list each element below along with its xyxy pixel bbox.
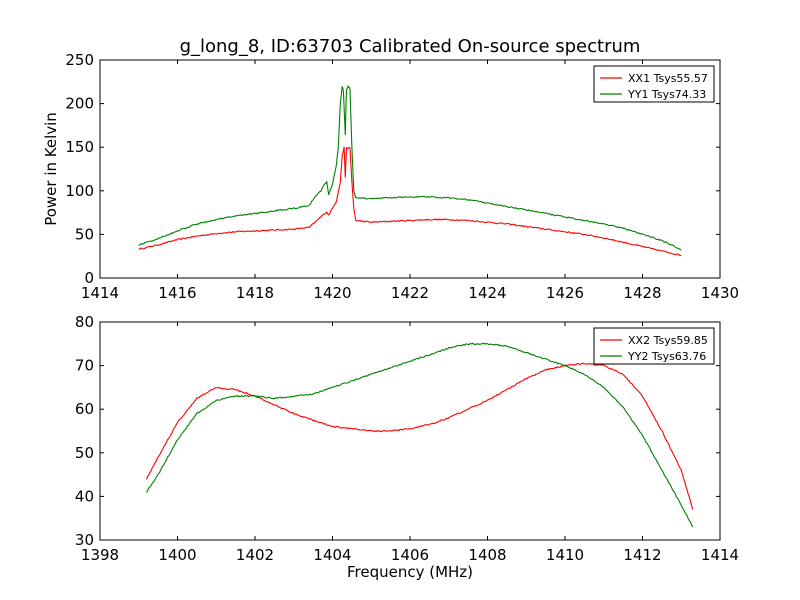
legend-label: YY1 Tsys74.33 [627, 88, 706, 101]
y-tick-label: 250 [65, 51, 94, 69]
x-tick-label: 1410 [546, 546, 584, 564]
x-tick-label: 1426 [546, 284, 584, 302]
legend: XX2 Tsys59.85 YY2 Tsys63.76 [593, 327, 715, 365]
legend-box [593, 65, 715, 103]
series-line-1 [138, 85, 682, 251]
y-axis-label: Power in Kelvin [42, 112, 60, 226]
y-tick-label: 200 [65, 95, 94, 113]
x-tick-label: 1422 [391, 284, 429, 302]
legend: XX1 Tsys55.57 YY1 Tsys74.33 [593, 65, 715, 103]
x-tick-label: 1400 [158, 546, 196, 564]
x-tick-label: 1406 [391, 546, 429, 564]
legend-box [593, 327, 715, 365]
series-line-0 [138, 146, 682, 257]
x-tick-label: 1414 [701, 546, 739, 564]
y-tick-label: 60 [75, 400, 94, 418]
series-line-0 [145, 362, 694, 510]
legend-label: XX1 Tsys55.57 [628, 72, 708, 85]
y-tick-label: 150 [65, 138, 94, 156]
x-tick-label: 1420 [313, 284, 351, 302]
x-tick-label: 1418 [236, 284, 274, 302]
series-line-1 [146, 342, 694, 528]
x-tick-label: 1424 [468, 284, 506, 302]
x-tick-label: 1412 [623, 546, 661, 564]
x-tick-label: 1416 [158, 284, 196, 302]
upper-subplot: 1414 1416 1418 1420 1422 1424 1426 1428 1430 0 50 1… [42, 36, 739, 302]
y-tick-label: 80 [75, 313, 94, 331]
y-tick-label: 50 [75, 444, 94, 462]
y-tick-label: 30 [75, 531, 94, 549]
chart-title: g_long_8, ID:63703 Calibrated On-source … [180, 36, 641, 57]
y-tick-label: 50 [75, 225, 94, 243]
x-tick-label: 1402 [236, 546, 274, 564]
x-tick-label: 1398 [81, 546, 119, 564]
y-tick-label: 40 [75, 487, 94, 505]
legend-label: XX2 Tsys59.85 [628, 334, 708, 347]
y-tick-label: 0 [84, 269, 94, 287]
y-tick-label: 100 [65, 182, 94, 200]
x-axis-label: Frequency (MHz) [347, 563, 473, 581]
lower-subplot: 1398 1400 1402 1404 1406 1408 1410 1412 1414 30 40… [75, 313, 739, 581]
x-tick-label: 1408 [468, 546, 506, 564]
x-tick-label: 1414 [81, 284, 119, 302]
x-tick-label: 1404 [313, 546, 351, 564]
x-tick-label: 1430 [701, 284, 739, 302]
legend-label: YY2 Tsys63.76 [627, 350, 706, 363]
x-tick-label: 1428 [623, 284, 661, 302]
y-tick-label: 70 [75, 357, 94, 375]
